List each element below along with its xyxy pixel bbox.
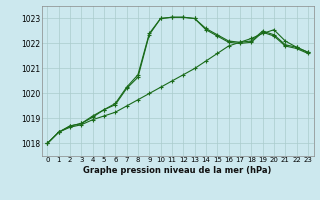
X-axis label: Graphe pression niveau de la mer (hPa): Graphe pression niveau de la mer (hPa) xyxy=(84,166,272,175)
